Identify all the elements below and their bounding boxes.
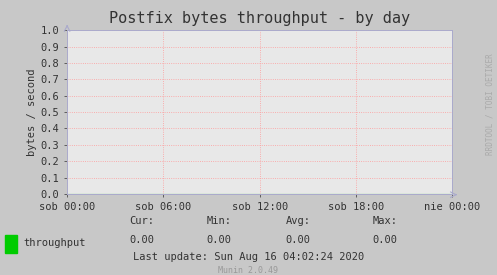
Text: Avg:: Avg:	[286, 216, 311, 226]
Text: Min:: Min:	[206, 216, 231, 226]
Text: throughput: throughput	[24, 238, 86, 248]
Title: Postfix bytes throughput - by day: Postfix bytes throughput - by day	[109, 11, 410, 26]
Text: RRDTOOL / TOBI OETIKER: RRDTOOL / TOBI OETIKER	[486, 54, 495, 155]
Text: 0.00: 0.00	[129, 235, 154, 245]
Text: Munin 2.0.49: Munin 2.0.49	[219, 266, 278, 275]
Text: 0.00: 0.00	[373, 235, 398, 245]
Text: 0.00: 0.00	[206, 235, 231, 245]
Text: Max:: Max:	[373, 216, 398, 226]
Y-axis label: bytes / second: bytes / second	[26, 68, 37, 156]
Text: Last update: Sun Aug 16 04:02:24 2020: Last update: Sun Aug 16 04:02:24 2020	[133, 252, 364, 262]
Text: 0.00: 0.00	[286, 235, 311, 245]
Text: Cur:: Cur:	[129, 216, 154, 226]
